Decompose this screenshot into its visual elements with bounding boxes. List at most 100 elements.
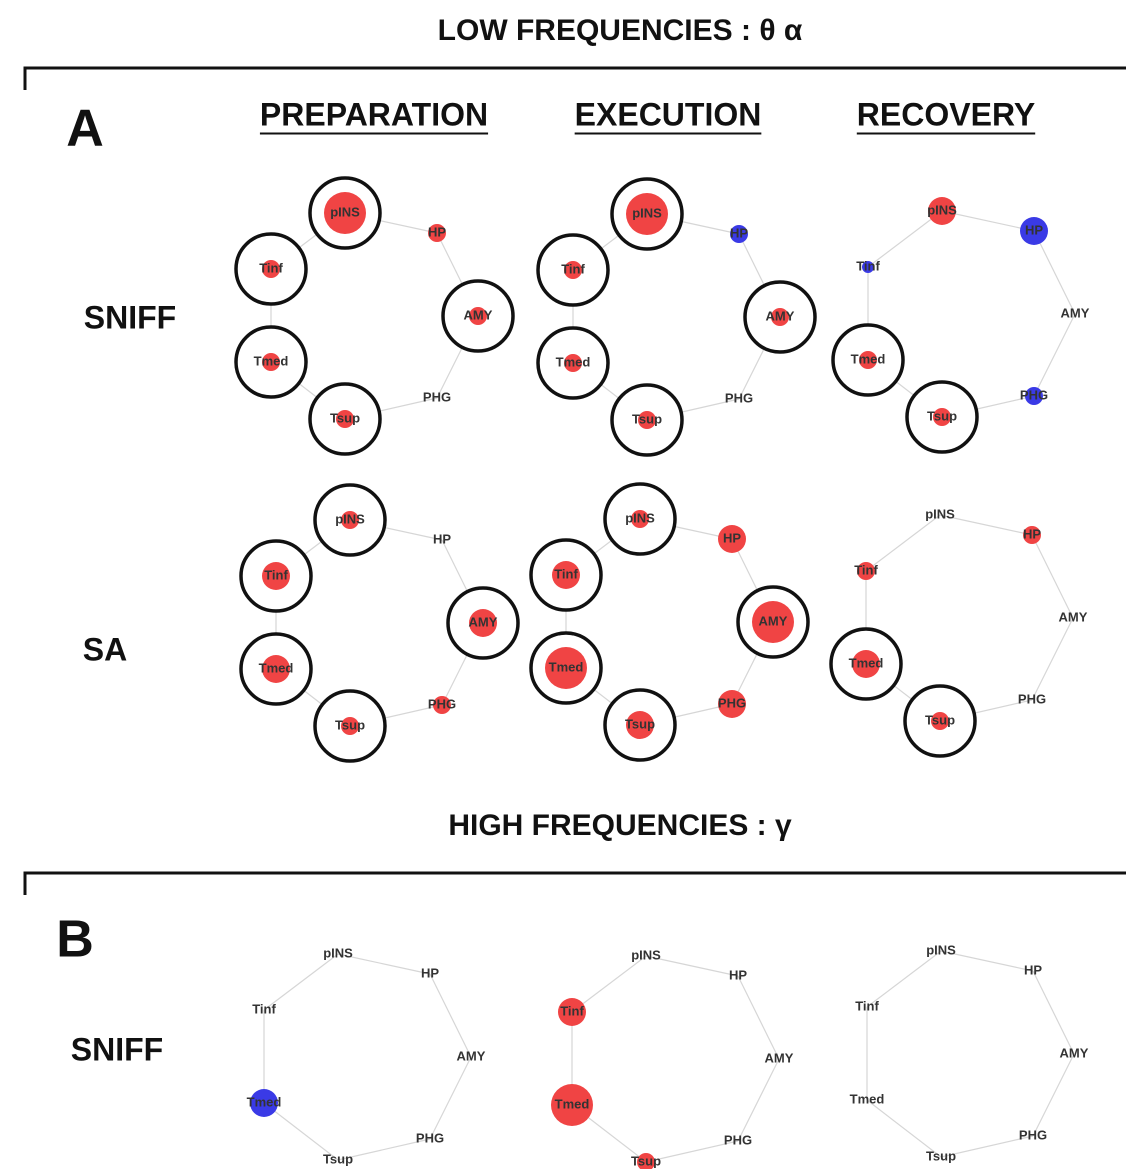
edge: [866, 950, 942, 1008]
node-label: Tmed: [549, 659, 584, 674]
node-label: pINS: [631, 947, 661, 962]
node-marker: [262, 260, 280, 278]
node-label: Tsup: [335, 717, 365, 732]
node-marker: [752, 601, 794, 643]
edge: [939, 514, 1033, 536]
node-marker: [718, 690, 746, 718]
node-label: Tinf: [252, 1001, 276, 1016]
node-label: PHG: [718, 695, 746, 710]
node-label: PHG: [725, 390, 753, 405]
node-marker: [551, 1084, 593, 1126]
section-title: LOW FREQUENCIES : θ α: [438, 14, 803, 47]
node-label: PHG: [416, 1130, 444, 1145]
node-marker: [558, 998, 586, 1026]
column-header: PREPARATION: [260, 96, 488, 132]
node-label: PHG: [1018, 691, 1046, 706]
node-label: Tsup: [925, 712, 955, 727]
node-marker: [336, 410, 354, 428]
edge: [645, 1140, 739, 1163]
node-marker: [469, 307, 487, 325]
node-label: Tsup: [631, 1153, 661, 1168]
row-label: SA: [83, 631, 127, 667]
edge: [940, 1135, 1034, 1158]
row-label: SNIFF: [71, 1031, 163, 1067]
node-marker: [637, 1153, 655, 1169]
node-marker: [730, 225, 748, 243]
node-label: AMY: [1060, 1045, 1089, 1060]
edge: [941, 210, 1035, 232]
node-label: Tsup: [632, 411, 662, 426]
node-label: Tmed: [259, 660, 294, 675]
node-label: AMY: [759, 613, 788, 628]
node-label: AMY: [765, 1050, 794, 1065]
node-marker: [857, 562, 875, 580]
node-label: pINS: [925, 506, 955, 521]
node-marker: [1020, 217, 1048, 245]
edge: [337, 1138, 431, 1161]
node-label: Tsup: [625, 716, 655, 731]
node-label: Tinf: [259, 260, 283, 275]
node-label: HP: [1023, 526, 1041, 541]
section-title: HIGH FREQUENCIES : γ: [448, 809, 792, 842]
node-marker: [428, 224, 446, 242]
node-marker: [631, 510, 649, 528]
node-label: HP: [723, 530, 741, 545]
node-label: Tmed: [851, 351, 886, 366]
node-label: pINS: [323, 945, 353, 960]
node-marker: [469, 609, 497, 637]
node-label: PHG: [724, 1132, 752, 1147]
node-marker: [564, 354, 582, 372]
node-label: Tinf: [854, 562, 878, 577]
node-marker: [862, 261, 874, 273]
node-label: Tmed: [850, 1091, 885, 1106]
node-marker: [626, 711, 654, 739]
node-marker: [433, 696, 451, 714]
node-label: AMY: [1059, 609, 1088, 624]
edge: [866, 1099, 942, 1158]
node-label: HP: [1025, 222, 1043, 237]
edge: [737, 975, 780, 1060]
edge: [867, 210, 943, 268]
edge: [940, 950, 1034, 972]
edge: [1031, 534, 1074, 619]
node-marker: [324, 192, 366, 234]
edge: [263, 953, 339, 1011]
node-label: pINS: [625, 510, 655, 525]
node-label: PHG: [1020, 387, 1048, 402]
edge: [1031, 617, 1074, 701]
node-marker: [545, 647, 587, 689]
node-marker: [626, 193, 668, 235]
node-label: AMY: [457, 1048, 486, 1063]
edge: [337, 953, 431, 975]
node-label: Tinf: [855, 998, 879, 1013]
node-label: Tmed: [254, 353, 289, 368]
edge: [1032, 970, 1075, 1055]
node-label: PHG: [428, 696, 456, 711]
panel-letter: A: [66, 100, 104, 158]
node-marker: [931, 712, 949, 730]
node-marker: [262, 562, 290, 590]
node-marker: [564, 261, 582, 279]
node-marker: [933, 408, 951, 426]
node-label: Tinf: [561, 261, 585, 276]
edge: [645, 955, 739, 977]
node-label: HP: [1024, 962, 1042, 977]
node-label: PHG: [1019, 1127, 1047, 1142]
node-marker: [250, 1089, 278, 1117]
node-label: AMY: [1061, 305, 1090, 320]
node-label: pINS: [632, 205, 662, 220]
row-label: SNIFF: [84, 299, 176, 335]
node-marker: [1023, 526, 1041, 544]
edge: [571, 955, 647, 1013]
node-label: pINS: [330, 204, 360, 219]
node-label: HP: [421, 965, 439, 980]
node-label: Tmed: [556, 354, 591, 369]
edge: [429, 973, 472, 1058]
node-label: Tsup: [323, 1151, 353, 1166]
node-label: pINS: [926, 942, 956, 957]
node-marker: [859, 351, 877, 369]
node-marker: [852, 650, 880, 678]
node-label: pINS: [927, 202, 957, 217]
